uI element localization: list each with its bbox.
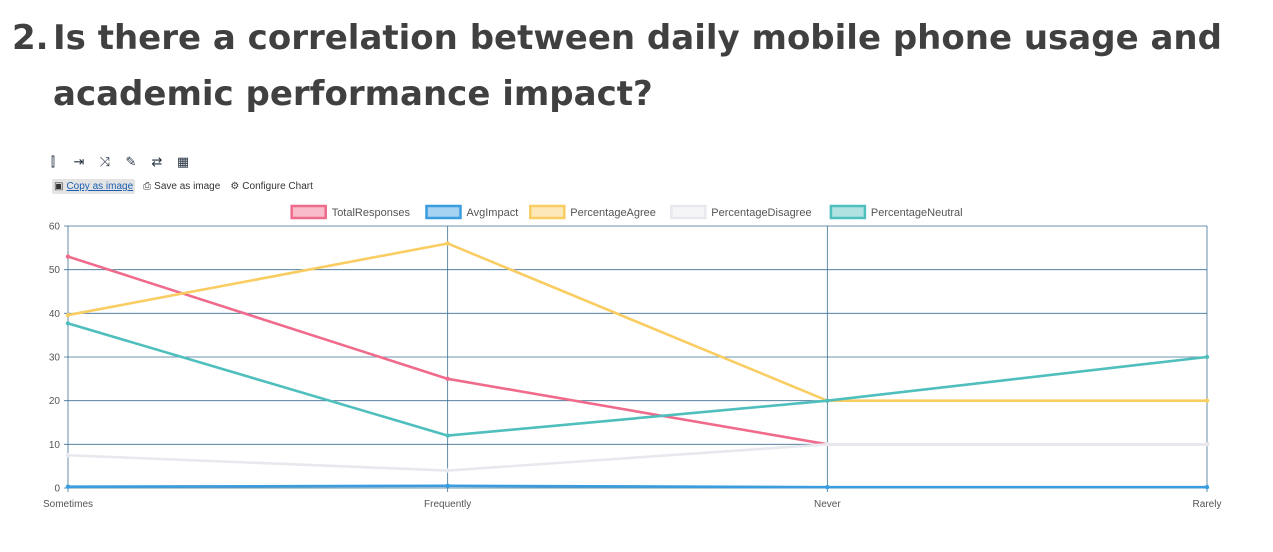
- legend-label-PercentageDisagree: PercentageDisagree: [711, 207, 811, 219]
- chart-toolbar: ⫿ ⇥ ⤨ ✎ ⇄ ▦: [44, 154, 192, 170]
- series-line-AvgImpact: [67, 484, 1207, 489]
- data-point-PercentageDisagree: [65, 453, 71, 458]
- save-as-image-label: Save as image: [154, 181, 221, 192]
- table-icon[interactable]: ▦: [176, 154, 190, 170]
- image-icon: ▣: [54, 181, 64, 192]
- legend-swatch-AvgImpact: [425, 204, 462, 220]
- legend-swatch-TotalResponses: [290, 204, 327, 220]
- legend-label-AvgImpact: AvgImpact: [467, 207, 519, 219]
- y-tick-label: 50: [49, 265, 61, 276]
- x-tick-label: Sometimes: [43, 499, 93, 510]
- data-point-TotalResponses: [65, 254, 71, 259]
- data-point-PercentageNeutral: [825, 398, 830, 403]
- x-tick-label: Never: [814, 499, 841, 510]
- configure-chart-label: Configure Chart: [242, 181, 313, 192]
- data-point-PercentageNeutral: [445, 433, 450, 438]
- y-tick-label: 10: [49, 440, 61, 451]
- save-icon: ⎙: [143, 181, 152, 192]
- data-point-AvgImpact: [445, 483, 450, 489]
- legend-swatch-PercentageNeutral: [829, 204, 867, 220]
- x-tick-label: Rarely: [1193, 499, 1222, 510]
- rename-icon[interactable]: ✎: [125, 154, 137, 170]
- data-point-AvgImpact: [825, 484, 830, 490]
- data-point-PercentageNeutral: [65, 321, 71, 326]
- gear-icon: ⚙: [230, 181, 240, 192]
- data-point-PercentageDisagree: [1204, 442, 1210, 447]
- legend-swatch-PercentageAgree: [529, 204, 566, 220]
- data-point-AvgImpact: [1204, 484, 1210, 490]
- y-tick-label: 40: [49, 309, 61, 320]
- data-point-PercentageAgree: [1204, 398, 1210, 403]
- legend-label-PercentageNeutral: PercentageNeutral: [871, 207, 963, 219]
- save-as-image-button[interactable]: ⎙ Save as image: [141, 179, 222, 194]
- legend-label-PercentageAgree: PercentageAgree: [570, 207, 656, 219]
- data-point-AvgImpact: [65, 484, 71, 489]
- series-line-TotalResponses: [67, 255, 1207, 446]
- title-line-1: Is there a correlation between daily mob…: [53, 18, 1222, 58]
- title-line-2: academic performance impact?: [53, 74, 653, 114]
- insert-column-left-icon[interactable]: ⫿: [50, 154, 56, 170]
- legend-label-TotalResponses: TotalResponses: [332, 207, 411, 219]
- configure-chart-button[interactable]: ⚙ Configure Chart: [228, 179, 315, 194]
- data-point-PercentageDisagree: [825, 442, 830, 447]
- data-point-TotalResponses: [445, 376, 450, 382]
- insert-column-right-icon[interactable]: ⇥: [73, 154, 85, 170]
- swap-icon[interactable]: ⇄: [151, 154, 163, 170]
- data-point-PercentageAgree: [445, 241, 450, 246]
- legend-swatch-PercentageDisagree: [670, 204, 707, 220]
- series-line-PercentageNeutral: [67, 322, 1208, 437]
- data-point-PercentageNeutral: [1204, 354, 1210, 360]
- series-line-PercentageDisagree: [67, 443, 1207, 472]
- y-tick-label: 30: [49, 353, 61, 364]
- y-tick-label: 60: [49, 222, 61, 233]
- data-point-PercentageDisagree: [445, 468, 450, 473]
- page-title: 2. Is there a correlation between daily m…: [12, 10, 1242, 122]
- chart-actions: ▣ Copy as image ⎙ Save as image ⚙ Config…: [52, 179, 315, 194]
- copy-as-image-button[interactable]: ▣ Copy as image: [52, 179, 136, 194]
- transpose-icon[interactable]: ⤨: [99, 154, 111, 170]
- copy-as-image-label: Copy as image: [66, 181, 134, 192]
- y-tick-label: 20: [49, 396, 61, 407]
- question-number: 2.: [12, 18, 49, 58]
- x-tick-label: Frequently: [424, 499, 471, 510]
- series-line-PercentageAgree: [67, 242, 1207, 402]
- y-tick-label: 0: [54, 484, 60, 495]
- data-point-PercentageAgree: [65, 312, 71, 318]
